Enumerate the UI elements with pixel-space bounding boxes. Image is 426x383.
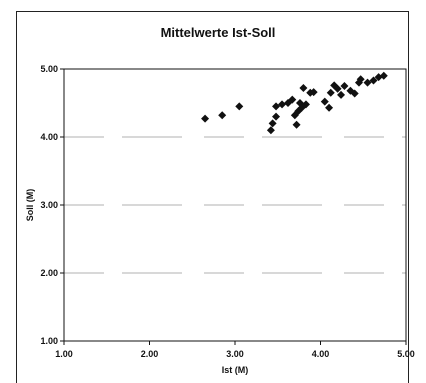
y-tick-label: 3.00 — [40, 200, 58, 210]
data-point — [320, 97, 329, 106]
data-point — [235, 102, 244, 111]
x-tick-label: 3.00 — [226, 349, 244, 359]
data-point — [369, 76, 378, 85]
point-layer — [201, 71, 388, 135]
grid-layer — [64, 136, 406, 274]
y-tick-label: 5.00 — [40, 64, 58, 74]
data-point — [218, 111, 227, 120]
x-tick-label: 2.00 — [141, 349, 159, 359]
data-point — [379, 71, 388, 80]
data-point — [299, 84, 308, 93]
x-tick-label: 4.00 — [312, 349, 330, 359]
x-tick-label: 1.00 — [55, 349, 73, 359]
data-point — [272, 102, 281, 111]
y-tick-label: 2.00 — [40, 268, 58, 278]
chart-title: Mittelwerte Ist-Soll — [161, 25, 276, 40]
tick-layer: 1.00 2.00 3.00 4.00 5.00 1.00 2.00 3.00 4.00 5.00 — [40, 64, 414, 359]
y-tick-label: 4.00 — [40, 132, 58, 142]
x-tick-label: 5.00 — [397, 349, 415, 359]
data-point — [272, 112, 281, 121]
data-point — [266, 126, 275, 135]
data-point — [268, 119, 277, 128]
data-point — [301, 100, 310, 109]
x-axis-label: Ist (M) — [222, 365, 249, 375]
data-point — [333, 84, 342, 93]
y-tick-label: 1.00 — [40, 336, 58, 346]
y-axis-label: Soll (M) — [25, 189, 35, 222]
data-point — [201, 114, 210, 123]
data-point — [278, 100, 287, 109]
data-point — [340, 82, 349, 90]
data-point — [288, 95, 297, 104]
data-point — [363, 78, 372, 87]
chart-frame — [16, 11, 409, 383]
data-point — [309, 88, 318, 97]
data-point — [356, 75, 365, 84]
data-point — [325, 103, 334, 112]
data-point — [350, 89, 359, 98]
data-point — [292, 120, 301, 129]
data-point — [337, 90, 346, 99]
data-point — [326, 88, 335, 97]
